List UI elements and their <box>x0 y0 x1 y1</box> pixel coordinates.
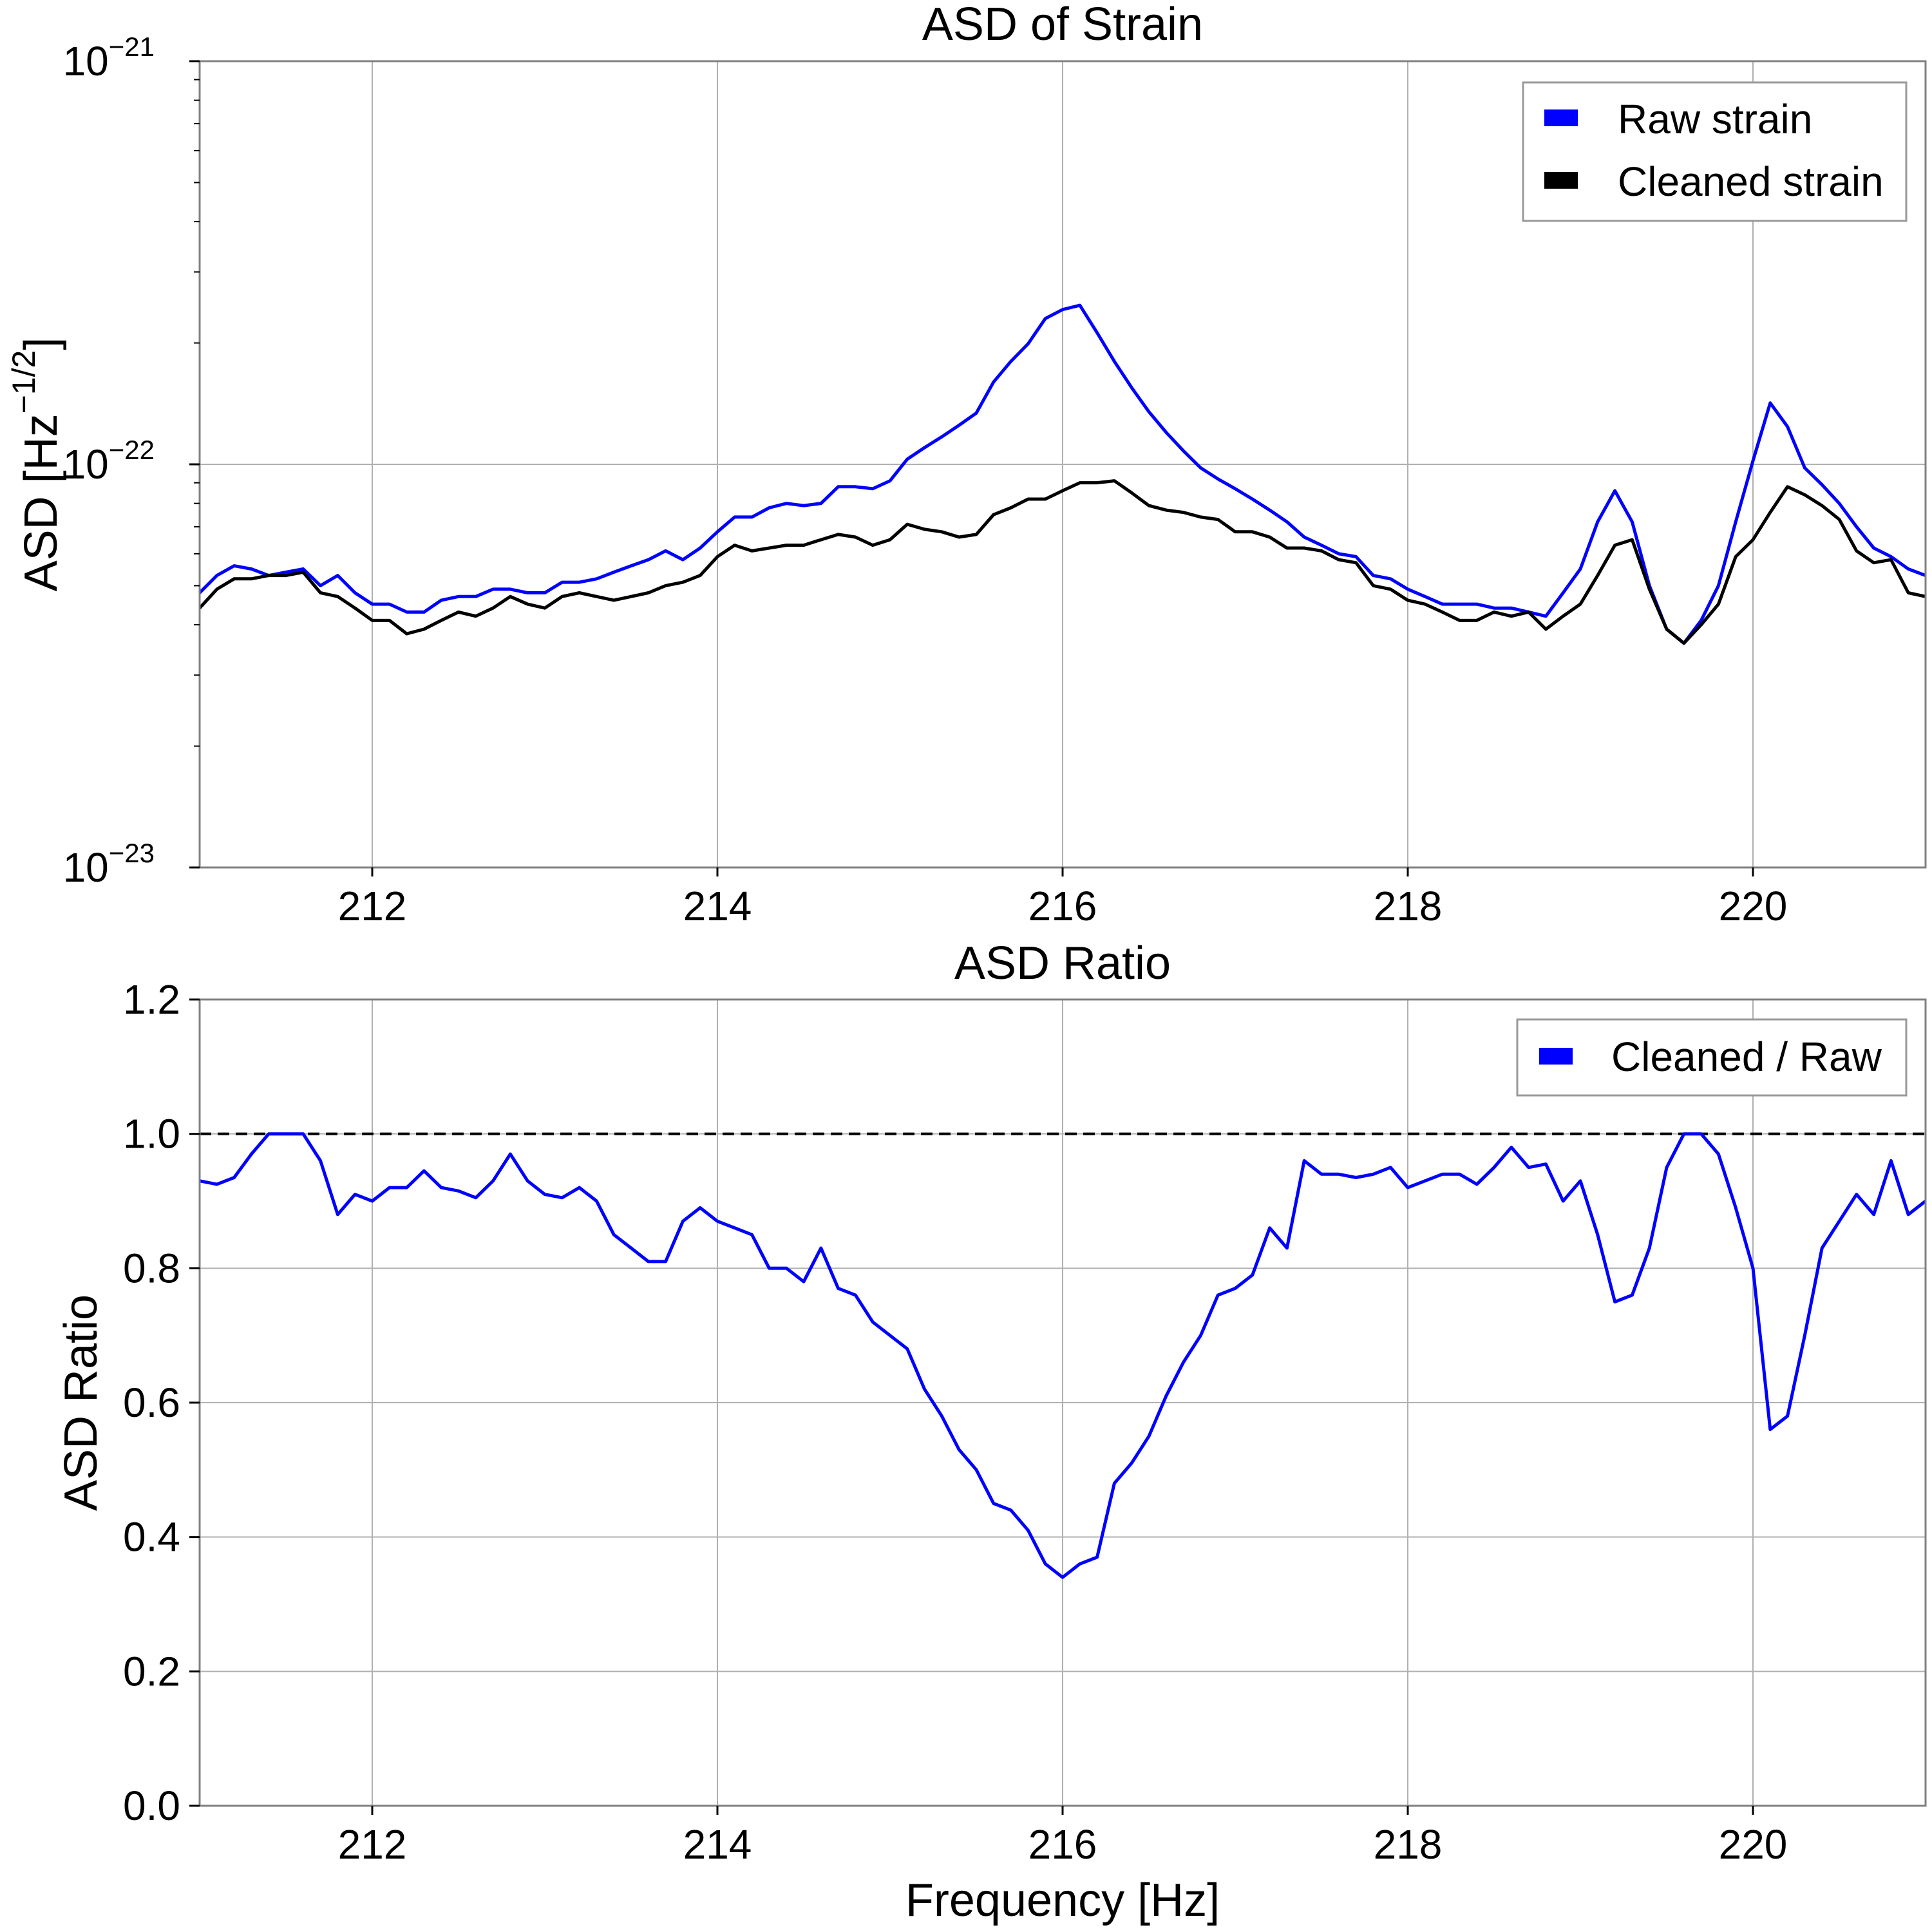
legend-swatch-cleaned-over-raw <box>1539 1048 1573 1065</box>
top-y-tick-label: 10−22 <box>63 435 155 488</box>
bottom-y-tick-label: 1.0 <box>123 1111 180 1157</box>
top-x-tick-label: 218 <box>1374 883 1443 929</box>
bottom-legend-box <box>1516 1018 1908 1097</box>
bottom-grid <box>200 999 1926 1806</box>
bottom-x-tick-label: 212 <box>338 1821 407 1868</box>
bottom-y-tick-label: 0.0 <box>123 1783 180 1829</box>
legend-swatch-cleaned-strain <box>1544 172 1578 189</box>
top-x-tick-label: 214 <box>683 883 752 929</box>
top-y-tick-label: 10−23 <box>63 838 155 891</box>
bottom-series-group <box>199 1132 1927 1579</box>
bottom-y-axis-label: ASD Ratio <box>55 1294 107 1511</box>
top-legend: Raw strain Cleaned strain <box>1522 81 1908 222</box>
top-y-axis-label-main: ASD [Hz <box>15 413 67 591</box>
top-x-tick-label: 212 <box>338 883 407 929</box>
bottom-y-tick-label: 0.4 <box>123 1514 180 1560</box>
top-y-axis-label: ASD [Hz−1/2] <box>6 337 67 592</box>
legend-label-cleaned-over-raw: Cleaned / Raw <box>1611 1034 1882 1080</box>
bottom-y-ticks: 0.0 0.2 0.4 0.6 0.8 1.0 1.2 <box>123 976 200 1829</box>
top-x-ticks: 212 214 216 218 220 <box>338 867 1788 929</box>
bottom-x-axis-label: Frequency [Hz] <box>905 1875 1220 1926</box>
bottom-y-tick-label: 0.6 <box>123 1379 180 1426</box>
bottom-chart-title: ASD Ratio <box>954 938 1171 989</box>
bottom-y-tick-label: 0.2 <box>123 1648 180 1694</box>
raw-strain-line <box>198 303 1926 645</box>
bottom-x-ticks: 212 214 216 218 220 <box>338 1806 1788 1868</box>
cleaned-over-raw-line <box>199 1132 1927 1579</box>
top-x-tick-label: 216 <box>1028 883 1097 929</box>
top-y-axis-label-tail: ] <box>15 337 67 350</box>
top-x-tick-label: 220 <box>1719 883 1788 929</box>
asd-ratio-panel: ASD Ratio 212 214 216 218 220 0.00.20.40.60.… <box>55 938 1927 1926</box>
cleaned-strain-line <box>198 479 1926 645</box>
top-chart-title: ASD of Strain <box>922 0 1203 50</box>
bottom-y-tick-label: 1.2 <box>123 976 180 1023</box>
legend-label-cleaned-strain: Cleaned strain <box>1618 158 1884 205</box>
top-y-tick-label: 10−21 <box>63 32 155 84</box>
top-y-ticks: 10−23 10−22 10−21 <box>63 32 200 891</box>
bottom-x-tick-label: 216 <box>1028 1821 1097 1868</box>
bottom-x-tick-label: 214 <box>683 1821 752 1868</box>
bottom-x-tick-label: 218 <box>1374 1821 1443 1868</box>
top-series-group <box>198 303 1926 645</box>
bottom-x-tick-label: 220 <box>1719 1821 1788 1868</box>
top-legend-box <box>1522 81 1908 222</box>
top-y-axis-label-exponent: −1/2 <box>6 350 42 414</box>
bottom-y-tick-label: 0.8 <box>123 1245 180 1291</box>
legend-label-raw-strain: Raw strain <box>1618 96 1812 142</box>
legend-swatch-raw-strain <box>1544 109 1578 126</box>
asd-strain-panel: ASD of Strain 212 214 216 218 220 10−23 10−22… <box>6 0 1927 929</box>
bottom-legend: Cleaned / Raw <box>1516 1018 1908 1097</box>
